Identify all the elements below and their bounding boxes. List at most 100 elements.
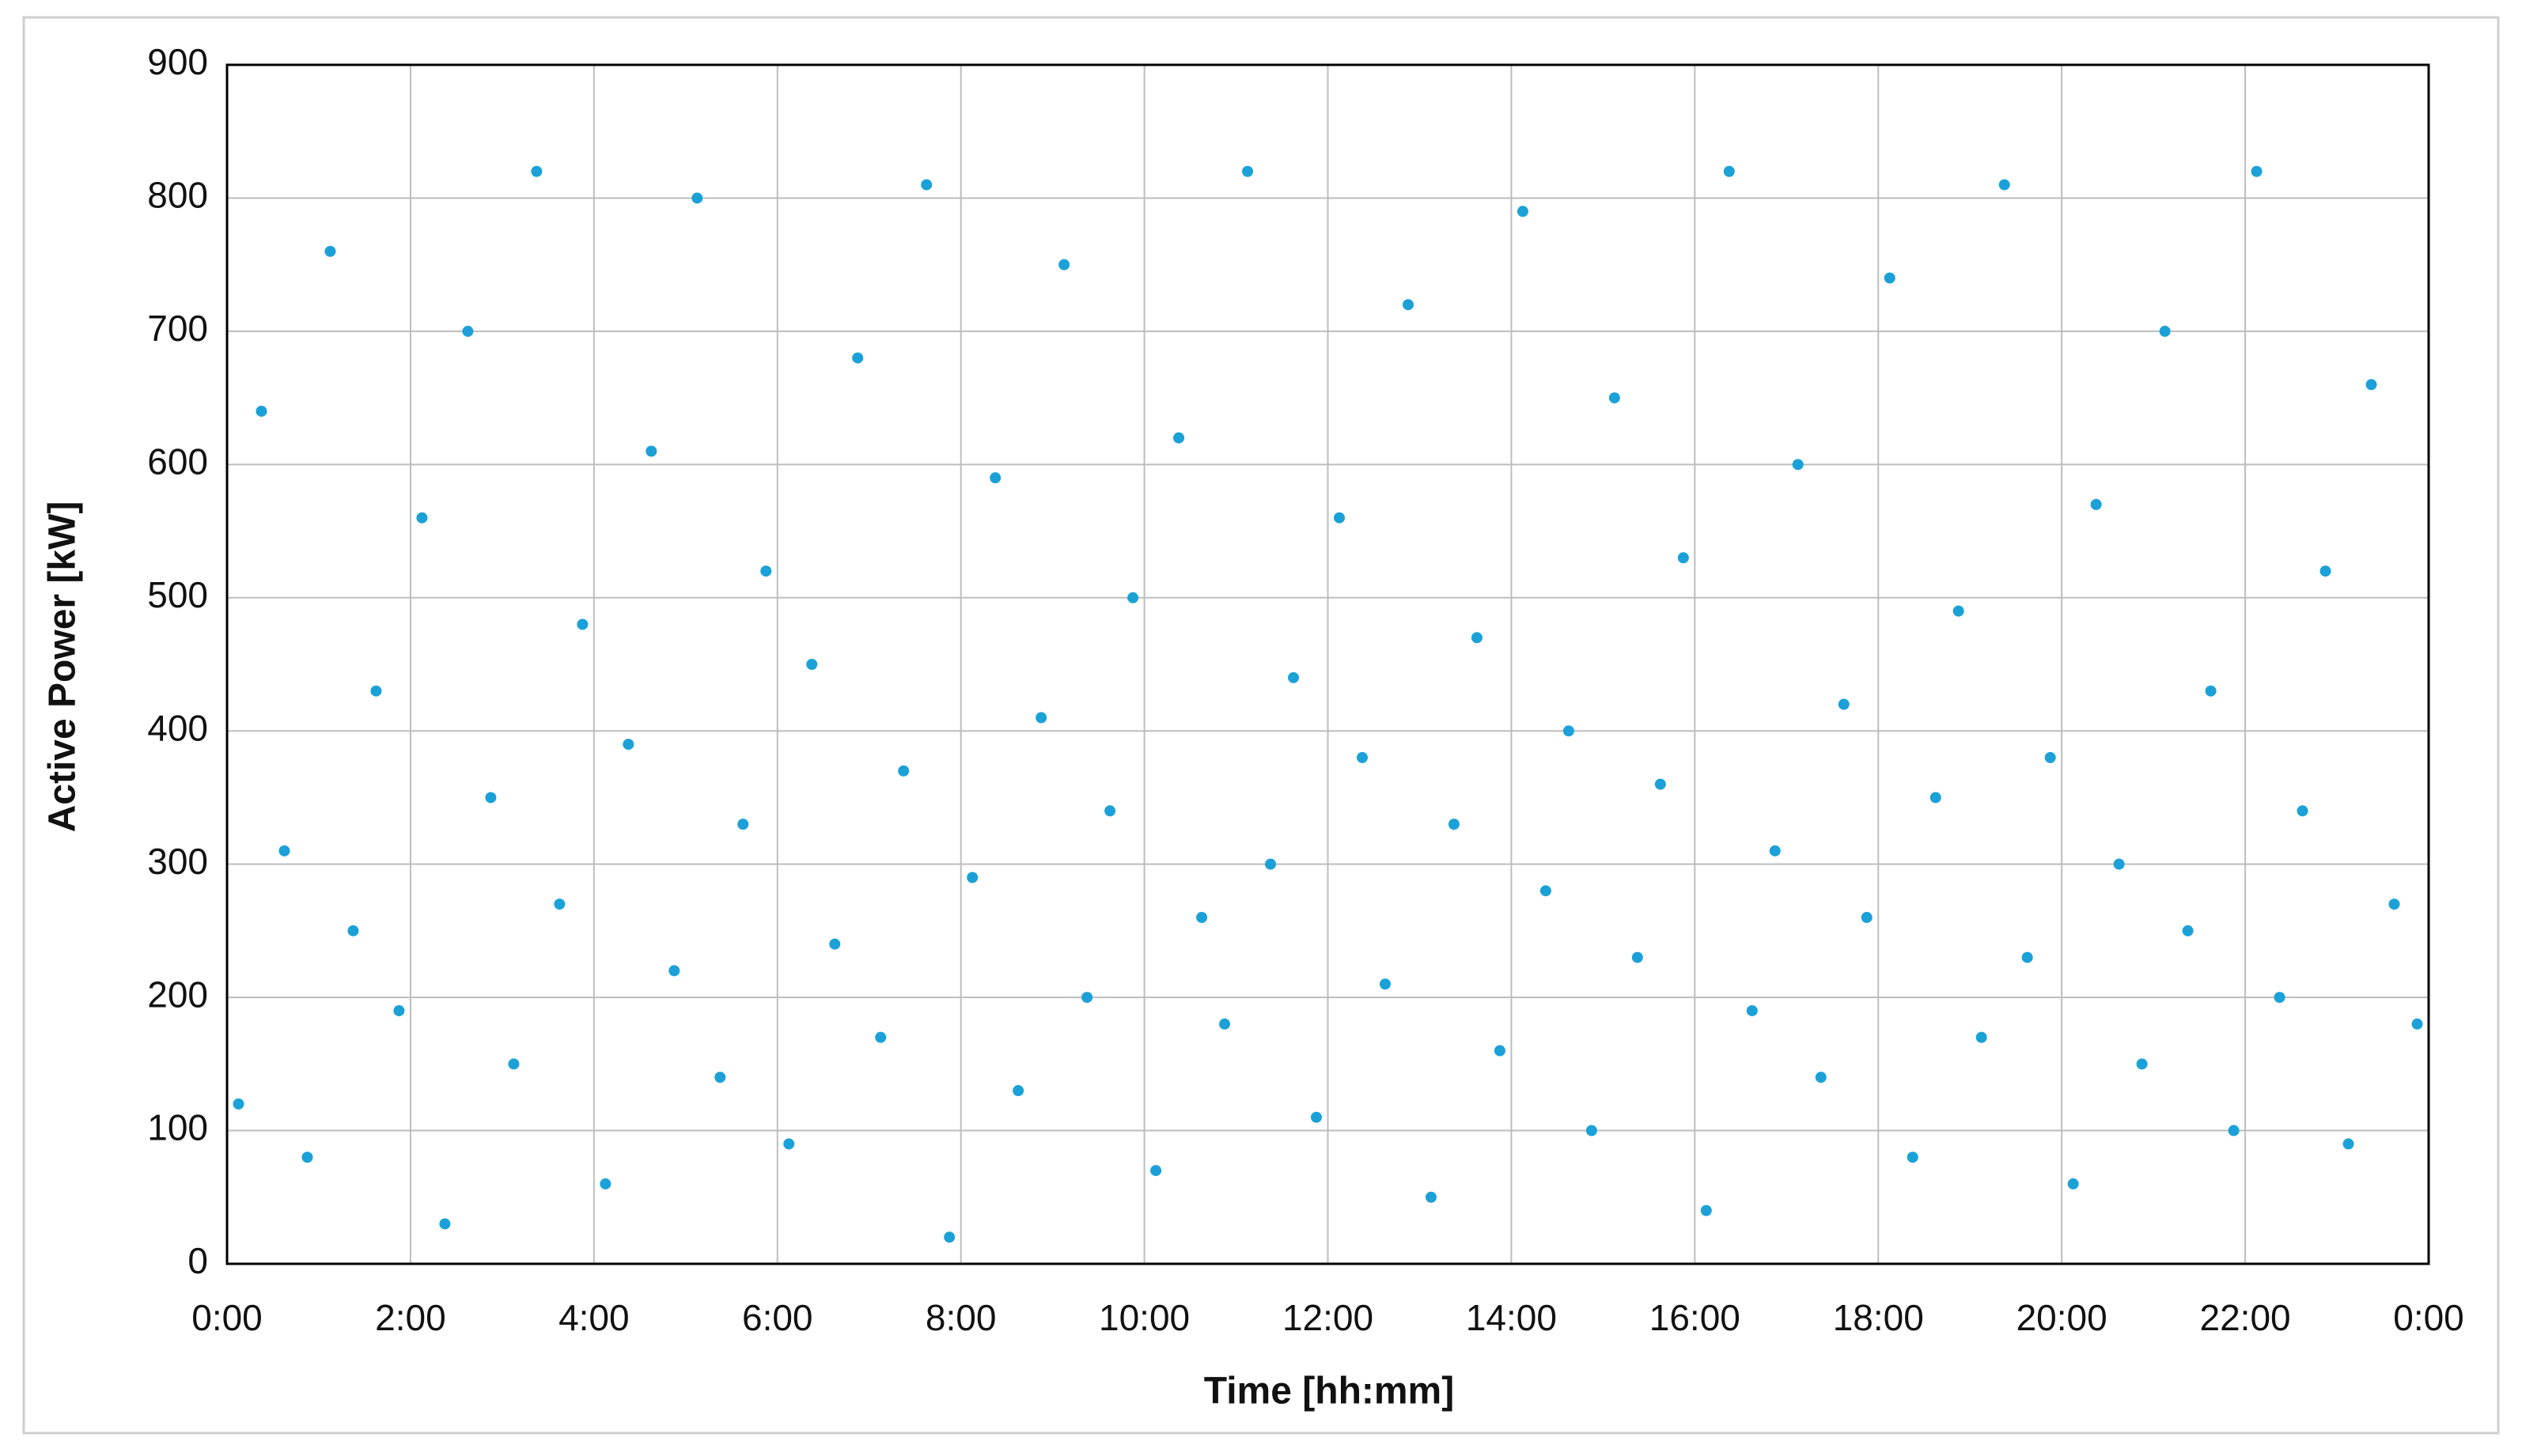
data-point [760,565,772,577]
data-point [967,872,979,883]
data-point [462,325,474,337]
chart-frame [22,16,2500,1435]
data-point [1861,912,1873,924]
data-point [1219,1018,1231,1030]
data-point [921,179,933,191]
x-tick-label: 2:00 [375,1297,446,1338]
data-point [646,445,657,457]
data-point [370,685,382,697]
data-point [324,245,336,257]
data-point [1998,179,2010,191]
data-point [2021,951,2033,963]
data-point [1975,1031,1987,1043]
data-point [2228,1125,2240,1136]
data-point [1471,632,1483,644]
data-point [1884,272,1895,284]
data-point [990,472,1002,484]
data-point [347,925,359,936]
data-point [2136,1058,2148,1070]
x-tick-label: 22:00 [2200,1297,2291,1338]
data-point [2319,565,2331,577]
data-point [485,792,497,804]
y-axis-title: Active Power [kW] [42,501,84,833]
data-point [1838,698,1850,710]
y-tick-label: 300 [147,841,208,882]
data-point [2113,858,2125,870]
x-tick-label: 18:00 [1833,1297,1924,1338]
data-point [1677,552,1689,564]
x-tick-label: 12:00 [1282,1297,1373,1338]
y-tick-label: 200 [147,974,208,1015]
data-point [577,618,589,630]
data-point [1150,1165,1162,1177]
data-point [852,352,864,364]
y-tick-label: 100 [147,1107,208,1148]
data-point [1952,605,1964,617]
data-point [737,819,749,830]
data-point [531,165,543,177]
x-tick-label: 6:00 [742,1297,813,1338]
data-point [691,192,703,204]
data-point [1815,1072,1827,1083]
x-tick-label: 0:00 [191,1297,263,1338]
data-point [2044,751,2056,763]
y-tick-label: 900 [147,41,208,82]
data-point [2182,925,2194,936]
data-point [2159,325,2171,337]
data-point [278,845,290,857]
data-point [783,1138,795,1150]
data-point [1700,1205,1712,1216]
data-point [1196,912,1208,924]
data-point [623,739,634,751]
data-point [2388,898,2400,910]
y-tick-label: 500 [147,574,208,615]
data-point [1127,592,1139,603]
data-point [714,1072,726,1083]
data-point [1173,432,1185,444]
data-point [875,1031,887,1043]
data-point [554,898,566,910]
data-point [1494,1045,1505,1057]
x-tick-label: 0:00 [2393,1297,2464,1338]
data-point [301,1152,313,1163]
data-point [600,1178,612,1189]
data-point [1081,992,1093,1004]
data-point [1333,512,1345,524]
data-point [2205,685,2217,697]
data-point [393,1004,405,1016]
x-axis-title: Time [hh:mm] [1204,1371,1454,1413]
data-point [1539,885,1551,897]
plot-border [225,63,2430,1265]
x-tick-label: 14:00 [1466,1297,1557,1338]
data-point [1792,459,1804,471]
data-point [1242,165,1254,177]
data-point [1013,1085,1024,1097]
y-tick-label: 800 [147,175,208,216]
data-point [1288,671,1300,683]
data-point [2411,1018,2423,1030]
y-tick-label: 700 [147,308,208,349]
data-point [1356,751,1368,763]
data-point [1058,259,1070,270]
y-tick-label: 400 [147,707,208,748]
data-point [2365,379,2377,391]
data-point [1036,712,1047,724]
x-tick-label: 8:00 [926,1297,997,1338]
data-point [1723,165,1735,177]
data-point [1746,1004,1758,1016]
data-point [439,1218,451,1230]
data-point [1608,392,1620,404]
data-point [2251,165,2263,177]
x-tick-label: 20:00 [2016,1297,2107,1338]
y-tick-label: 0 [187,1240,208,1281]
data-point [233,1098,244,1110]
data-point [1654,778,1666,790]
data-point [1631,951,1643,963]
data-point [1104,805,1116,817]
data-point [1907,1152,1918,1163]
data-point [1929,792,1941,804]
data-point [1562,725,1574,737]
data-point [2090,498,2102,510]
data-point [829,938,841,950]
